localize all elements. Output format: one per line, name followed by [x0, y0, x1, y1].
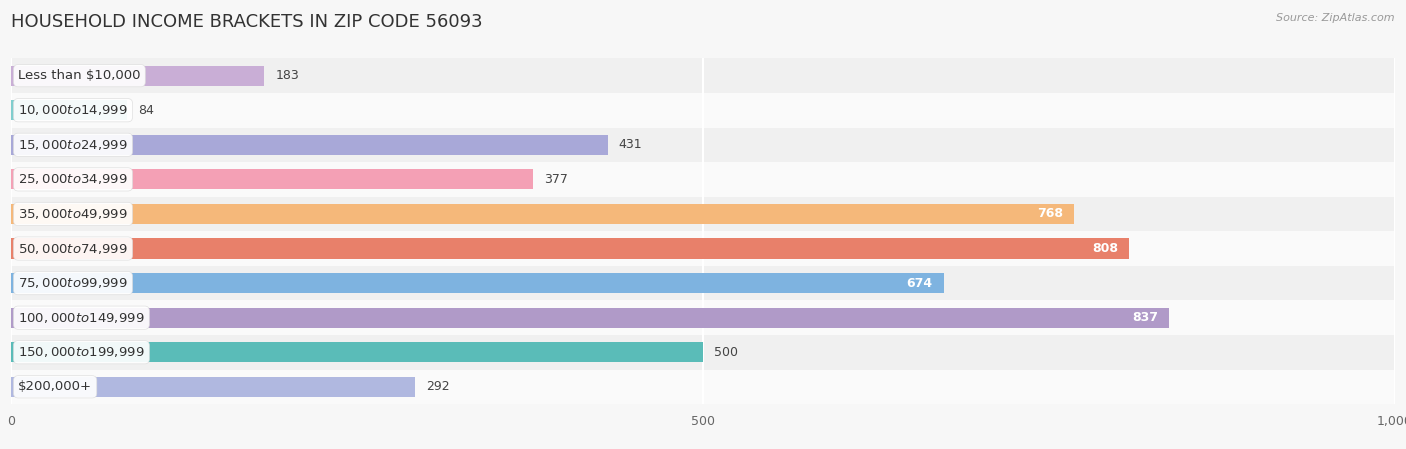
- Bar: [11, 128, 1395, 162]
- Bar: [11, 342, 703, 362]
- Bar: [11, 162, 1395, 197]
- Text: $35,000 to $49,999: $35,000 to $49,999: [18, 207, 128, 221]
- Bar: [11, 66, 264, 86]
- Text: $15,000 to $24,999: $15,000 to $24,999: [18, 138, 128, 152]
- Text: 500: 500: [714, 346, 738, 359]
- Text: 377: 377: [544, 173, 568, 186]
- Text: $50,000 to $74,999: $50,000 to $74,999: [18, 242, 128, 255]
- Text: 183: 183: [276, 69, 299, 82]
- Text: 808: 808: [1092, 242, 1118, 255]
- Text: $100,000 to $149,999: $100,000 to $149,999: [18, 311, 145, 325]
- Text: HOUSEHOLD INCOME BRACKETS IN ZIP CODE 56093: HOUSEHOLD INCOME BRACKETS IN ZIP CODE 56…: [11, 13, 482, 31]
- Bar: [11, 300, 1395, 335]
- Bar: [11, 169, 533, 189]
- Bar: [11, 335, 1395, 370]
- Bar: [11, 93, 1395, 128]
- Bar: [11, 58, 1395, 93]
- Bar: [11, 100, 128, 120]
- Text: Source: ZipAtlas.com: Source: ZipAtlas.com: [1277, 13, 1395, 23]
- Text: $75,000 to $99,999: $75,000 to $99,999: [18, 276, 128, 290]
- Text: 431: 431: [619, 138, 643, 151]
- Text: 84: 84: [139, 104, 155, 117]
- Bar: [11, 377, 415, 397]
- Text: $10,000 to $14,999: $10,000 to $14,999: [18, 103, 128, 117]
- Bar: [11, 135, 607, 155]
- Bar: [11, 266, 1395, 300]
- Bar: [11, 308, 1170, 328]
- Text: 674: 674: [907, 277, 932, 290]
- Bar: [11, 197, 1395, 231]
- Text: 837: 837: [1132, 311, 1159, 324]
- Text: Less than $10,000: Less than $10,000: [18, 69, 141, 82]
- Bar: [11, 231, 1395, 266]
- Text: 292: 292: [426, 380, 450, 393]
- Bar: [11, 204, 1074, 224]
- Text: $25,000 to $34,999: $25,000 to $34,999: [18, 172, 128, 186]
- Bar: [11, 238, 1129, 259]
- Text: $200,000+: $200,000+: [18, 380, 93, 393]
- Bar: [11, 273, 943, 293]
- Text: $150,000 to $199,999: $150,000 to $199,999: [18, 345, 145, 359]
- Bar: [11, 370, 1395, 404]
- Text: 768: 768: [1036, 207, 1063, 220]
